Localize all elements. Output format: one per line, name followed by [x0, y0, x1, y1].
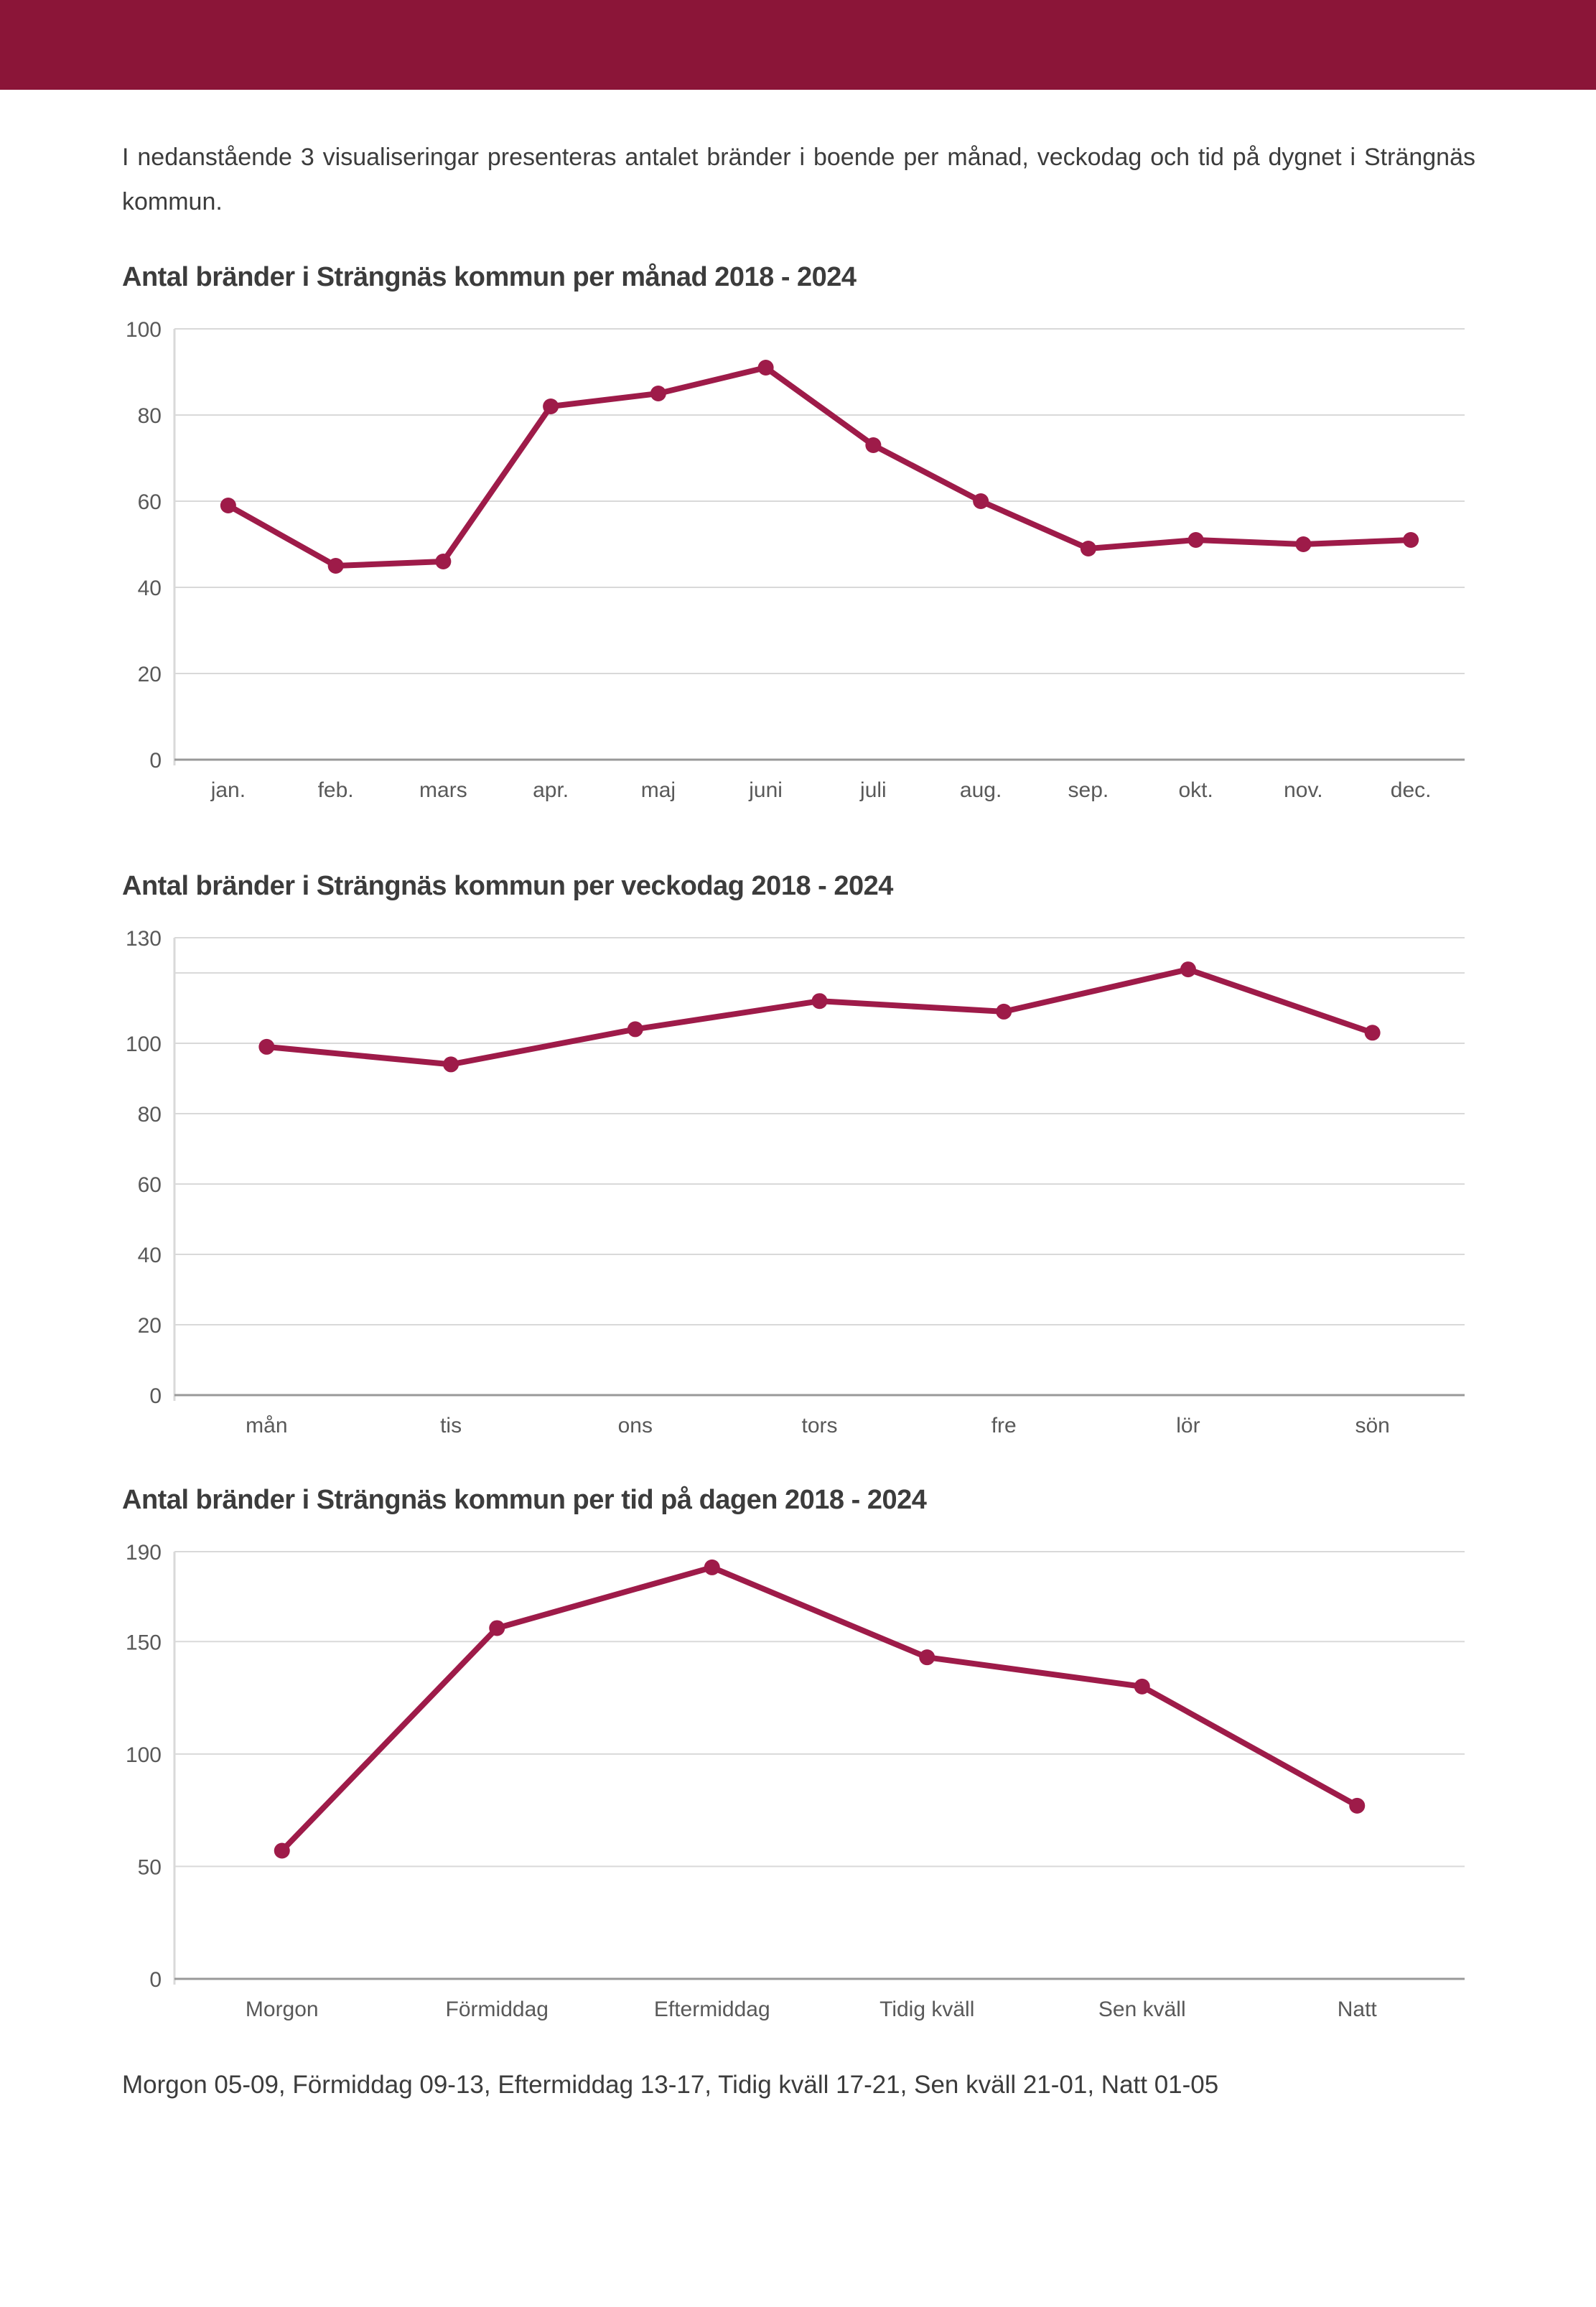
y-tick-label: 100	[126, 1033, 162, 1056]
data-line	[263, 966, 1376, 1068]
data-point	[258, 1038, 275, 1055]
x-tick-label: dec.	[1391, 778, 1432, 802]
data-line	[225, 364, 1414, 569]
x-tick-label: mån	[246, 1414, 287, 1437]
data-point	[704, 1559, 720, 1575]
x-tick-label: Eftermiddag	[654, 1998, 770, 2021]
time-of-day-fires-line-chart: 0 50 100 150 190 Morgon Förmiddag Eftermiddag Ti…	[126, 1541, 1465, 2021]
chart-title-time-of-day: Antal bränder i Strängnäs kommun per tid…	[122, 1484, 927, 1515]
x-tick-label: Morgon	[246, 1998, 319, 2021]
y-tick-label: 0	[149, 1968, 162, 1992]
data-point	[435, 553, 452, 569]
x-tick-label: fre	[991, 1414, 1017, 1437]
time-ranges-caption: Morgon 05-09, Förmiddag 09-13, Eftermidd…	[122, 2070, 1219, 2099]
y-tick-label: 190	[126, 1541, 162, 1565]
weekday-fires-line-chart: 0 20 40 60 80 100 130 mån tis ons tors fre lör sön	[126, 927, 1465, 1437]
data-point	[973, 493, 989, 509]
y-tick-label: 80	[138, 404, 162, 428]
chart-title-weekday: Antal bränder i Strängnäs kommun per vec…	[122, 870, 893, 901]
x-tick-label: juni	[748, 778, 783, 802]
data-point	[1134, 1678, 1150, 1695]
data-point	[489, 1620, 505, 1636]
y-tick-label: 60	[138, 490, 162, 514]
x-tick-label: juli	[859, 778, 887, 802]
data-point	[757, 359, 774, 376]
data-point	[627, 1021, 643, 1038]
x-tick-label: maj	[641, 778, 676, 802]
x-tick-label: lör	[1176, 1414, 1200, 1437]
data-point	[220, 497, 236, 513]
data-point	[865, 437, 882, 453]
x-tick-label: mars	[419, 778, 467, 802]
x-tick-label: ons	[618, 1414, 653, 1437]
data-point	[274, 1842, 290, 1859]
x-tick-label: tis	[440, 1414, 462, 1437]
x-tick-label: okt.	[1178, 778, 1213, 802]
x-tick-label: Sen kväll	[1098, 1998, 1186, 2021]
y-tick-label: 100	[126, 318, 162, 342]
y-tick-label: 40	[138, 1244, 162, 1267]
chart-section-weekday: Antal bränder i Strängnäs kommun per vec…	[122, 871, 1475, 1467]
monthly-fires-line-chart: 0 20 40 60 80 100 jan. feb. mars apr. maj juni juli a…	[126, 318, 1465, 802]
data-point	[443, 1056, 459, 1073]
report-body: I nedanstående 3 visualiseringar present…	[0, 136, 1596, 2099]
x-tick-label: apr.	[533, 778, 569, 802]
data-point	[996, 1003, 1012, 1020]
x-tick-label: sön	[1355, 1414, 1389, 1437]
data-line	[279, 1564, 1361, 1854]
data-point	[1349, 1797, 1366, 1814]
x-tick-label: jan.	[210, 778, 246, 802]
data-point	[811, 992, 828, 1009]
y-tick-label: 20	[138, 1314, 162, 1338]
x-tick-label: Förmiddag	[446, 1998, 549, 2021]
x-tick-label: Natt	[1338, 1998, 1378, 2021]
y-tick-label: 50	[138, 1855, 162, 1879]
y-tick-label: 80	[138, 1103, 162, 1127]
data-point	[919, 1649, 935, 1665]
y-tick-label: 60	[138, 1173, 162, 1197]
x-tick-label: nov.	[1284, 778, 1322, 802]
y-tick-label: 20	[138, 663, 162, 686]
y-tick-label: 150	[126, 1631, 162, 1654]
header-bar	[0, 0, 1596, 90]
data-point	[1180, 961, 1196, 977]
data-point	[1364, 1025, 1381, 1041]
chart-title-monthly: Antal bränder i Strängnäs kommun per mån…	[122, 261, 857, 292]
y-tick-label: 130	[126, 927, 162, 951]
x-tick-label: feb.	[318, 778, 354, 802]
chart-section-monthly: Antal bränder i Strängnäs kommun per mån…	[122, 262, 1475, 831]
chart-section-time-of-day: Antal bränder i Strängnäs kommun per tid…	[122, 1485, 1475, 2051]
y-tick-label: 0	[149, 749, 162, 773]
intro-text: I nedanstående 3 visualiseringar present…	[122, 144, 1475, 215]
data-point	[650, 385, 666, 401]
data-point	[543, 398, 559, 414]
data-point	[1187, 531, 1204, 548]
y-tick-label: 100	[126, 1743, 162, 1767]
x-tick-label: sep.	[1068, 778, 1109, 802]
data-point	[1295, 536, 1312, 552]
y-tick-label: 0	[149, 1384, 162, 1408]
data-point	[1403, 531, 1419, 548]
x-tick-label: tors	[801, 1414, 837, 1437]
x-tick-label: aug.	[960, 778, 1002, 802]
x-tick-label: Tidig kväll	[879, 1998, 974, 2021]
data-point	[1080, 540, 1096, 556]
y-tick-label: 40	[138, 577, 162, 600]
data-point	[327, 557, 344, 574]
